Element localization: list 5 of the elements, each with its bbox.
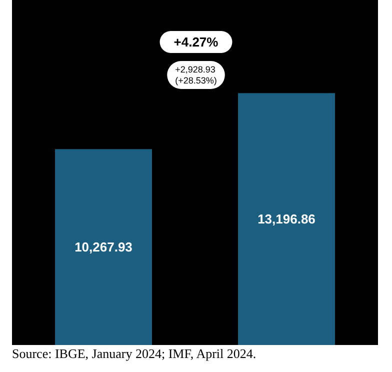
text: +2,928.93 (+28.53%) <box>175 64 217 86</box>
data-label: 10,267.93 <box>74 240 132 255</box>
source-note: Source: IBGE, January 2024; IMF, April 2024. <box>12 346 256 361</box>
data-label: 13,196.86 <box>258 212 316 227</box>
text: +4.27% <box>174 34 219 50</box>
